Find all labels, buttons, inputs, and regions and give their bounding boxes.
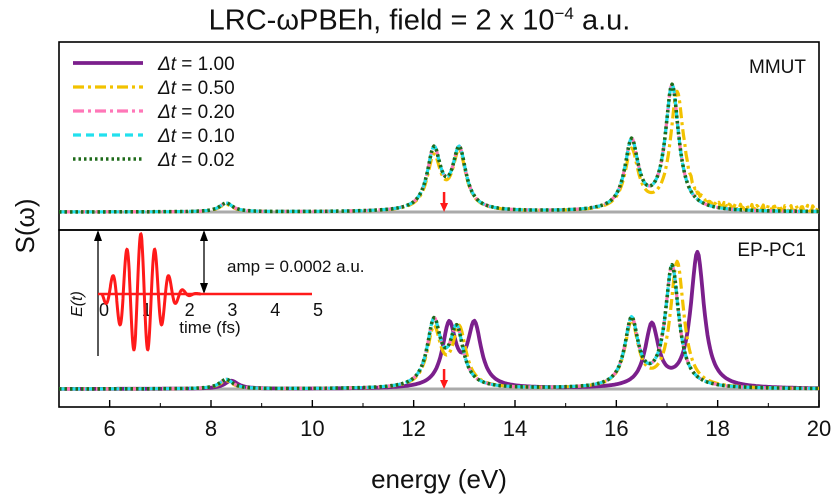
pulse-inset: amp = 0.0002 a.u. E(t) time (fs) 0 1 2 3 4 5 — [69, 230, 365, 356]
x-tick-label: 12 — [401, 416, 425, 441]
spectrum-line-bottom-0 — [59, 250, 819, 391]
excitation-arrow-head — [440, 380, 449, 389]
excitation-arrow-head — [440, 203, 449, 212]
excitation-arrow-top — [440, 192, 449, 212]
spectrum-line-bottom-4 — [59, 262, 819, 391]
curves-bottom-panel — [59, 250, 819, 391]
inset-x-tick-label: 1 — [142, 300, 152, 320]
x-tick-label: 16 — [604, 416, 628, 441]
x-tick-label: 14 — [503, 416, 527, 441]
panel-label-ep-pc1: EP-PC1 — [737, 240, 806, 261]
x-axis-label: energy (eV) — [371, 464, 507, 494]
inset-x-ticks: 0 1 2 3 4 5 — [99, 300, 323, 320]
panel-frame-bottom — [58, 229, 820, 408]
amp-bar-arrowhead-up — [200, 230, 208, 241]
x-tick-label: 6 — [104, 416, 116, 441]
x-tick-label: 10 — [300, 416, 324, 441]
inset-x-label: time (fs) — [179, 318, 240, 337]
inset-y-axis-arrowhead — [94, 230, 102, 241]
curves-top-panel — [59, 82, 819, 214]
inset-x-tick-label: 4 — [270, 300, 280, 320]
inset-x-tick-label: 2 — [185, 300, 195, 320]
legend-label: Δt = 1.00 — [157, 54, 235, 75]
legend: Δt = 1.00 Δt = 0.50 Δt = 0.20 Δt = 0.10 Δt =… — [73, 54, 235, 171]
inset-x-tick-label: 3 — [227, 300, 237, 320]
legend-label: Δt = 0.50 — [157, 78, 235, 99]
excitation-arrow-bottom — [440, 369, 449, 389]
amp-bar-arrowhead-down — [200, 283, 208, 294]
x-tick-label: 18 — [705, 416, 729, 441]
legend-label: Δt = 0.10 — [157, 126, 235, 147]
inset-x-tick-label: 5 — [313, 300, 323, 320]
legend-label: Δt = 0.02 — [157, 150, 235, 171]
legend-label: Δt = 0.20 — [157, 102, 235, 123]
inset-x-tick-label: 0 — [99, 300, 109, 320]
amp-annotation: amp = 0.0002 a.u. — [227, 257, 365, 276]
chart-title: LRC-ωPBEh, field = 2 x 10−4 a.u. — [208, 4, 631, 37]
pulse-curve — [100, 231, 201, 352]
spectrum-line-top-3 — [59, 82, 819, 214]
inset-y-label: E(t) — [69, 291, 86, 317]
x-axis-ticks: 6 8 10 12 14 16 18 20 — [58, 400, 831, 441]
y-axis-label: S(ω) — [10, 199, 40, 254]
x-tick-label: 8 — [205, 416, 217, 441]
x-tick-label: 20 — [807, 416, 831, 441]
panel-label-mmut: MMUT — [749, 57, 806, 78]
